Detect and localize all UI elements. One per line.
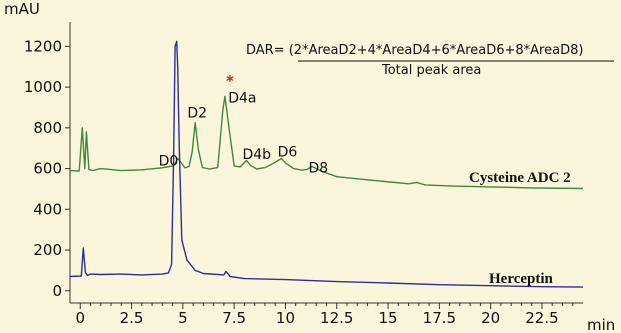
y-tick-label: 0 — [52, 282, 62, 300]
x-tick-label: 2.5 — [120, 309, 144, 327]
y-tick-label: 1200 — [24, 37, 62, 55]
annotation-layer: D0 D2 D4a D4b D6 D8 — [159, 90, 328, 176]
y-tick-label: 200 — [33, 241, 62, 259]
axis-layer: 0 200 400 600 800 1000 1200 0 2.5 5 7.5 10 12.5 15 17.… — [24, 22, 583, 327]
series-label-herceptin: Herceptin — [489, 271, 554, 287]
x-axis-unit: min — [587, 316, 615, 333]
series-label-cysteine-adc-2: Cysteine ADC 2 — [469, 170, 571, 186]
x-tick-label: 10 — [276, 309, 295, 327]
y-tick-label: 1000 — [24, 78, 62, 96]
y-tick-label: 800 — [33, 119, 62, 137]
peak-label-d4a: D4a — [228, 90, 256, 106]
series-layer — [69, 40, 584, 288]
x-tick-label: 7.5 — [222, 309, 246, 327]
x-tick-label: 5 — [178, 309, 188, 327]
series-line-herceptin — [69, 40, 584, 288]
peak-label-d0: D0 — [159, 154, 179, 170]
peak-label-d6: D6 — [278, 144, 298, 160]
peak-label-d2: D2 — [187, 106, 207, 122]
y-tick-label: 400 — [33, 200, 62, 218]
x-tick-label: 17.5 — [423, 309, 456, 327]
x-tick-label: 20 — [481, 309, 500, 327]
peak-label-d8: D8 — [308, 161, 328, 177]
peak-label-d4b: D4b — [242, 147, 271, 163]
series-line-cysteine-adc-2 — [69, 95, 584, 190]
highlight-asterisk: * — [226, 72, 234, 90]
x-tick-label: 0 — [75, 309, 85, 327]
x-tick-label: 12.5 — [320, 309, 353, 327]
dar-formula-denominator: Total peak area — [381, 63, 481, 78]
x-tick-label: 22.5 — [525, 309, 558, 327]
y-axis-unit: mAU — [4, 0, 40, 18]
dar-formula-numerator: DAR= (2*AreaD2+4*AreaD4+6*AreaD6+8*AreaD… — [246, 43, 583, 58]
x-tick-label: 15 — [379, 309, 398, 327]
y-tick-label: 600 — [33, 160, 62, 178]
